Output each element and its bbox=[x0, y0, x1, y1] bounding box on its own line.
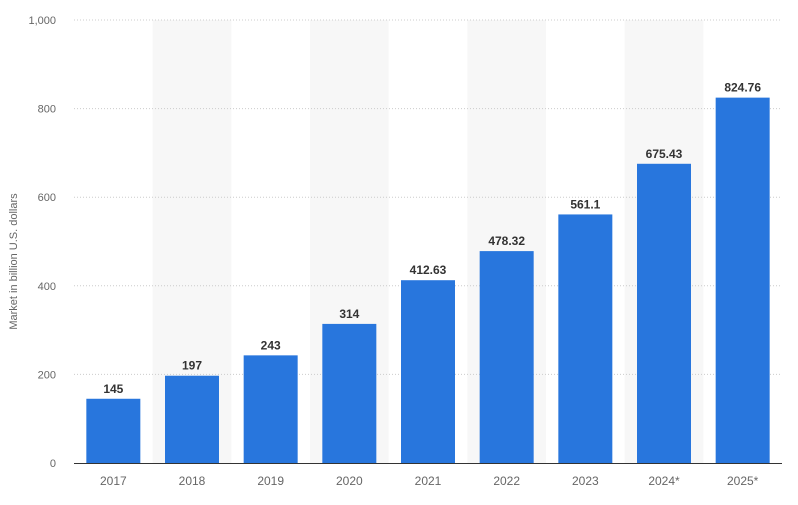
y-tick-label: 400 bbox=[38, 281, 56, 293]
bar[interactable] bbox=[715, 97, 770, 463]
x-tick-label: 2017 bbox=[100, 474, 127, 488]
data-label: 561.1 bbox=[570, 197, 600, 211]
bars bbox=[86, 97, 770, 463]
x-tick-label: 2023 bbox=[572, 474, 599, 488]
y-tick-label: 600 bbox=[38, 192, 56, 204]
data-label: 412.63 bbox=[410, 263, 447, 277]
y-axis: 0 200 400 600 800 1,000 bbox=[28, 15, 56, 470]
bar[interactable] bbox=[401, 280, 455, 463]
data-label: 314 bbox=[339, 307, 359, 321]
data-label: 478.32 bbox=[488, 234, 525, 248]
x-tick-label: 2024* bbox=[648, 474, 680, 488]
data-label: 145 bbox=[103, 382, 123, 396]
x-tick-label: 2019 bbox=[257, 474, 284, 488]
data-label: 243 bbox=[261, 338, 281, 352]
bar[interactable] bbox=[86, 398, 141, 463]
bar[interactable] bbox=[637, 163, 691, 463]
data-label: 197 bbox=[182, 359, 202, 373]
y-tick-label: 200 bbox=[38, 369, 56, 381]
value-labels: 145 197 243 314 412.63 478.32 561.1 675.43 824.7… bbox=[103, 81, 761, 396]
y-tick-label: 0 bbox=[50, 458, 56, 470]
bar[interactable] bbox=[479, 251, 534, 463]
y-tick-label: 800 bbox=[38, 104, 56, 116]
bar[interactable] bbox=[165, 375, 219, 463]
bar[interactable] bbox=[322, 323, 377, 463]
x-tick-label: 2022 bbox=[493, 474, 520, 488]
y-tick-label: 1,000 bbox=[28, 15, 56, 27]
x-tick-label: 2018 bbox=[179, 474, 206, 488]
bar[interactable] bbox=[243, 355, 298, 463]
x-tick-label: 2020 bbox=[336, 474, 363, 488]
x-tick-label: 2025* bbox=[727, 474, 759, 488]
data-label: 824.76 bbox=[724, 81, 761, 95]
x-axis: 2017 2018 2019 2020 2021 2022 2023 2024* 2025* bbox=[100, 474, 759, 488]
y-axis-title: Market in billion U.S. dollars bbox=[8, 193, 20, 330]
data-label: 675.43 bbox=[646, 147, 683, 161]
x-tick-label: 2021 bbox=[415, 474, 442, 488]
bar[interactable] bbox=[558, 214, 613, 463]
